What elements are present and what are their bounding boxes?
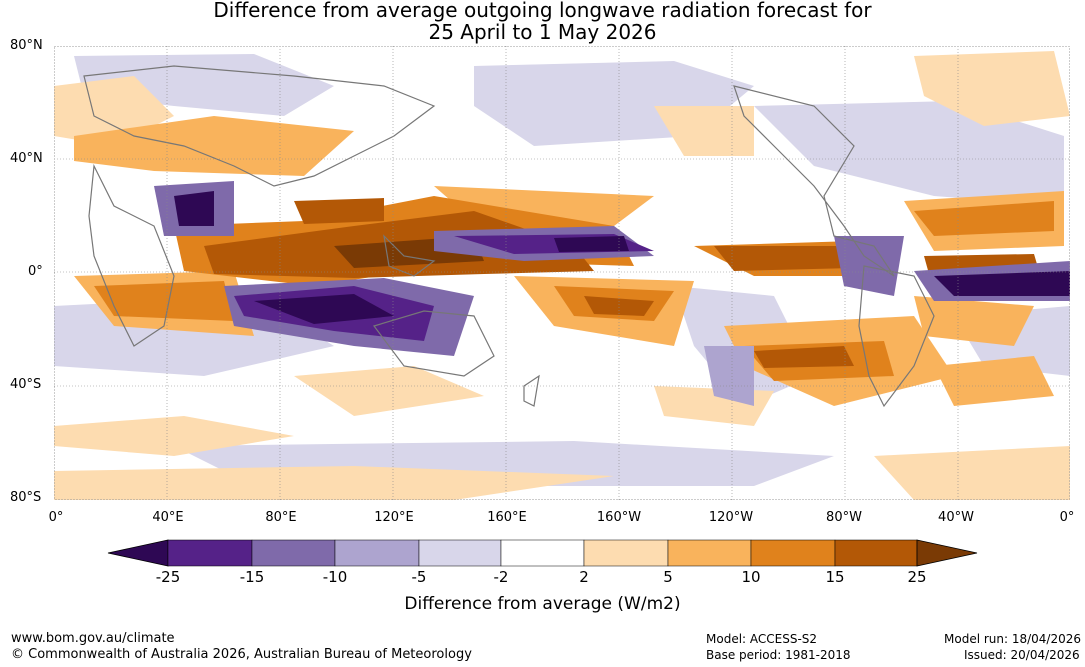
colorbar-tick: -15 <box>239 568 265 586</box>
colorbar-tick: -5 <box>411 568 427 586</box>
colorbar-tick: 5 <box>663 568 673 586</box>
colorbar-tick: 2 <box>579 568 589 586</box>
colorbar-lower-extension <box>107 539 169 567</box>
colorbar-tick: -10 <box>322 568 348 586</box>
lat-label-40n: 40°N <box>10 151 43 166</box>
colorbar-tick: 25 <box>907 568 927 586</box>
colorbar-bin <box>583 539 669 567</box>
anomaly-field <box>54 46 1070 500</box>
colorbar-bin <box>667 539 752 567</box>
colorbar-tick: 15 <box>825 568 845 586</box>
lat-label-equator: 0° <box>28 264 43 279</box>
colorbar-bin <box>334 539 420 567</box>
footer-base-period: Base period: 1981-2018 <box>706 648 851 662</box>
colorbar-tick: -25 <box>155 568 181 586</box>
lat-label-80n: 80°N <box>10 38 43 53</box>
chart-title-line2: 25 April to 1 May 2026 <box>428 20 657 44</box>
lon-label-40e: 40°E <box>152 510 184 525</box>
lon-label-160e: 160°E <box>487 510 527 525</box>
colorbar-bin <box>500 539 585 567</box>
footer-model: Model: ACCESS-S2 <box>706 632 818 646</box>
lon-label-0: 0° <box>48 510 64 525</box>
colorbar-bin <box>834 539 918 567</box>
footer-issued: Issued: 20/04/2026 <box>964 648 1080 662</box>
colorbar-bin <box>750 539 836 567</box>
colorbar-bin <box>418 539 502 567</box>
chart-title-line1: Difference from average outgoing longwav… <box>213 0 872 22</box>
lon-label-120w: 120°W <box>708 510 754 525</box>
colorbar-tick: -2 <box>493 568 509 586</box>
lat-label-80s: 80°S <box>10 490 42 505</box>
colorbar-label: Difference from average (W/m2) <box>404 594 681 614</box>
lon-label-120e: 120°E <box>374 510 414 525</box>
colorbar-tick: 10 <box>741 568 761 586</box>
lon-label-80w: 80°W <box>826 510 862 525</box>
lat-label-40s: 40°S <box>10 377 42 392</box>
lon-label-160w: 160°W <box>596 510 642 525</box>
lon-label-0-right: 0° <box>1059 510 1075 525</box>
footer-url[interactable]: www.bom.gov.au/climate <box>11 631 175 646</box>
footer-model-run: Model run: 18/04/2026 <box>944 632 1082 646</box>
colorbar-bin <box>167 539 253 567</box>
lon-label-40w: 40°W <box>938 510 974 525</box>
colorbar-bin <box>251 539 336 567</box>
lon-label-80e: 80°E <box>265 510 297 525</box>
anomaly-map <box>54 46 1070 500</box>
footer-copyright: © Commonwealth of Australia 2026, Austra… <box>11 647 472 662</box>
colorbar-upper-extension <box>916 539 978 567</box>
